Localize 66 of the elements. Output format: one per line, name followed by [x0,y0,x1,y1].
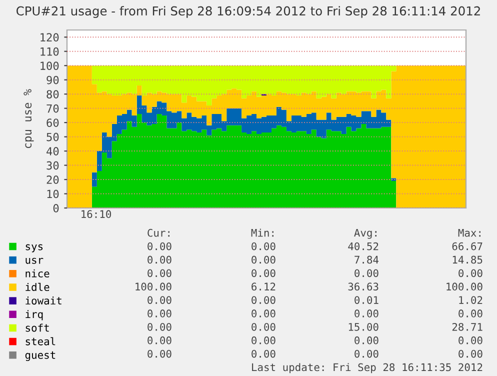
legend-label: iowait [26,296,62,305]
text: 14.85 [452,256,482,264]
text: 0.00 [148,242,172,250]
legend-label: usr [26,258,44,264]
text: 0.00 [148,310,172,318]
text: 0.00 [252,256,276,264]
text: Avg: [354,228,376,239]
y-tick-label: 80 [46,90,59,98]
text: 7.84 [354,256,379,264]
text: 0.00 [148,322,172,331]
y-tick-label: 30 [46,161,59,170]
text: 0.00 [458,350,482,358]
text: 0.00 [354,350,378,358]
text: 0.00 [458,310,482,318]
legend-label: irq [26,310,43,320]
legend-label: sys [26,244,43,252]
text: 36.63 [348,282,378,291]
text: 0.00 [354,269,378,278]
text: Max: [458,229,480,237]
text: 1.02 [459,296,482,304]
legend-label: idle [26,282,50,292]
text: 0.00 [148,336,172,344]
text: 0.00 [458,336,482,344]
text: 0.00 [252,242,276,250]
chart-title: CPU#21 usage - from Fri Sep 28 16:09:54 2012 to Fri Sep 28 16:11:14 2012 [16,6,480,18]
text: 0.00 [148,269,172,278]
y-tick-label: 70 [46,104,59,113]
y-tick-label: 110 [40,47,59,56]
text: 0.01 [354,296,378,304]
y-tick-label: 100 [40,62,59,70]
y-tick-label: 120 [40,33,59,42]
y-tick-label: 60 [46,118,59,127]
text: Last update: Fri Sep 28 16:11:35 2012 [252,363,482,374]
y-tick-label: 10 [47,190,59,198]
text: 0.00 [148,350,172,358]
text: 28.71 [452,322,482,331]
text: 15.00 [348,322,378,331]
text: 100.00 [446,282,482,291]
text: Cur: [148,228,170,237]
text: 40.52 [348,242,378,250]
legend-label: nice [26,269,50,278]
text: 0.00 [252,296,276,304]
text: 0.00 [354,336,378,344]
y-tick-label: 50 [46,132,59,142]
text: 6.12 [252,282,276,291]
legend-label: soft [26,324,49,332]
y-tick-label: 20 [46,176,59,184]
text: Min: [251,228,274,237]
text: 0.00 [252,336,276,344]
text: 0.00 [148,296,172,304]
text: 0.00 [458,269,482,278]
y-tick-label: 90 [46,76,59,84]
text: 100.00 [136,282,172,291]
text: 0.00 [252,269,276,278]
text: 66.67 [452,242,482,250]
y-tick-label: 0 [53,204,59,212]
legend-label: guest [25,351,56,361]
text: 16:10 [82,210,112,218]
legend-label: steal [26,337,56,346]
text: 0.00 [252,310,276,318]
text: 0.00 [252,322,276,331]
y-axis-title: cpu use % [24,89,34,148]
text: 0.00 [354,310,378,318]
text: 0.00 [148,256,172,264]
y-tick-label: 40 [46,147,59,156]
text: 0.00 [252,350,276,358]
